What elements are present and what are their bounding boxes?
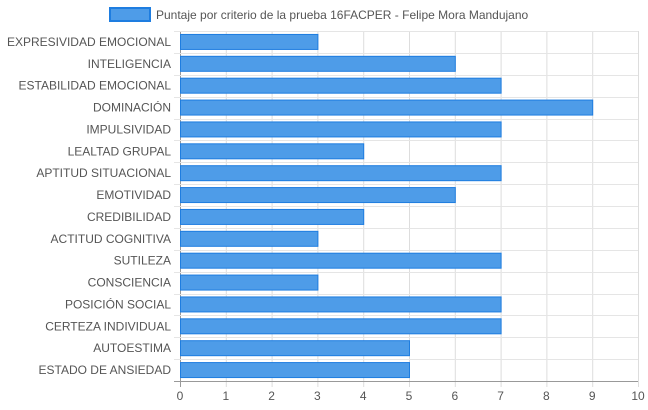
x-tick-label: 3 bbox=[314, 389, 321, 403]
bar[interactable] bbox=[180, 296, 502, 313]
category-label: CERTEZA INDIVIDUAL bbox=[45, 319, 171, 333]
legend-label: Puntaje por criterio de la prueba 16FACP… bbox=[156, 8, 529, 22]
bar[interactable] bbox=[180, 165, 502, 182]
x-tick-label: 10 bbox=[631, 389, 645, 403]
x-tick-label: 4 bbox=[360, 389, 367, 403]
x-tick-label: 9 bbox=[589, 389, 596, 403]
category-label: EXPRESIVIDAD EMOCIONAL bbox=[7, 35, 171, 49]
x-tick-label: 7 bbox=[497, 389, 504, 403]
category-label: APTITUD SITUACIONAL bbox=[36, 166, 171, 180]
x-tick-label: 0 bbox=[177, 389, 184, 403]
bar[interactable] bbox=[180, 187, 456, 204]
bar[interactable] bbox=[180, 230, 319, 247]
category-label: CONSCIENCIA bbox=[88, 276, 171, 290]
bar[interactable] bbox=[180, 143, 365, 160]
bar[interactable] bbox=[180, 274, 319, 291]
category-label: EMOTIVIDAD bbox=[96, 188, 171, 202]
category-label: SUTILEZA bbox=[114, 254, 171, 268]
category-label: IMPULSIVIDAD bbox=[86, 122, 171, 136]
category-labels: EXPRESIVIDAD EMOCIONAL INTELIGENCIA ESTABI… bbox=[7, 35, 171, 377]
category-label: ACTITUD COGNITIVA bbox=[51, 232, 171, 246]
category-label: ESTABILIDAD EMOCIONAL bbox=[19, 79, 172, 93]
category-label: POSICIÓN SOCIAL bbox=[65, 296, 171, 311]
category-label: LEALTAD GRUPAL bbox=[68, 144, 172, 158]
category-label: AUTOESTIMA bbox=[93, 341, 171, 355]
legend-swatch bbox=[109, 7, 151, 22]
category-label: CREDIBILIDAD bbox=[87, 210, 171, 224]
bar[interactable] bbox=[180, 340, 410, 357]
category-label: DOMINACIÓN bbox=[93, 100, 171, 115]
bar[interactable] bbox=[180, 99, 594, 116]
x-tick-label: 6 bbox=[451, 389, 458, 403]
x-tick-label: 5 bbox=[406, 389, 413, 403]
x-tick-label: 2 bbox=[268, 389, 275, 403]
bars bbox=[180, 33, 594, 379]
x-tick-label: 8 bbox=[543, 389, 550, 403]
bar[interactable] bbox=[180, 208, 365, 225]
x-tick-label: 1 bbox=[222, 389, 229, 403]
bar[interactable] bbox=[180, 252, 502, 269]
category-label: ESTADO DE ANSIEDAD bbox=[39, 363, 172, 377]
legend[interactable]: Puntaje por criterio de la prueba 16FACP… bbox=[109, 7, 529, 22]
bar[interactable] bbox=[180, 121, 502, 138]
bar[interactable] bbox=[180, 33, 319, 50]
category-label: INTELIGENCIA bbox=[88, 57, 171, 71]
bar[interactable] bbox=[180, 362, 410, 379]
bar[interactable] bbox=[180, 318, 502, 335]
bar[interactable] bbox=[180, 55, 456, 72]
tick-labels: 0 1 2 3 4 5 6 7 8 9 10 bbox=[177, 389, 645, 403]
bar[interactable] bbox=[180, 77, 502, 94]
